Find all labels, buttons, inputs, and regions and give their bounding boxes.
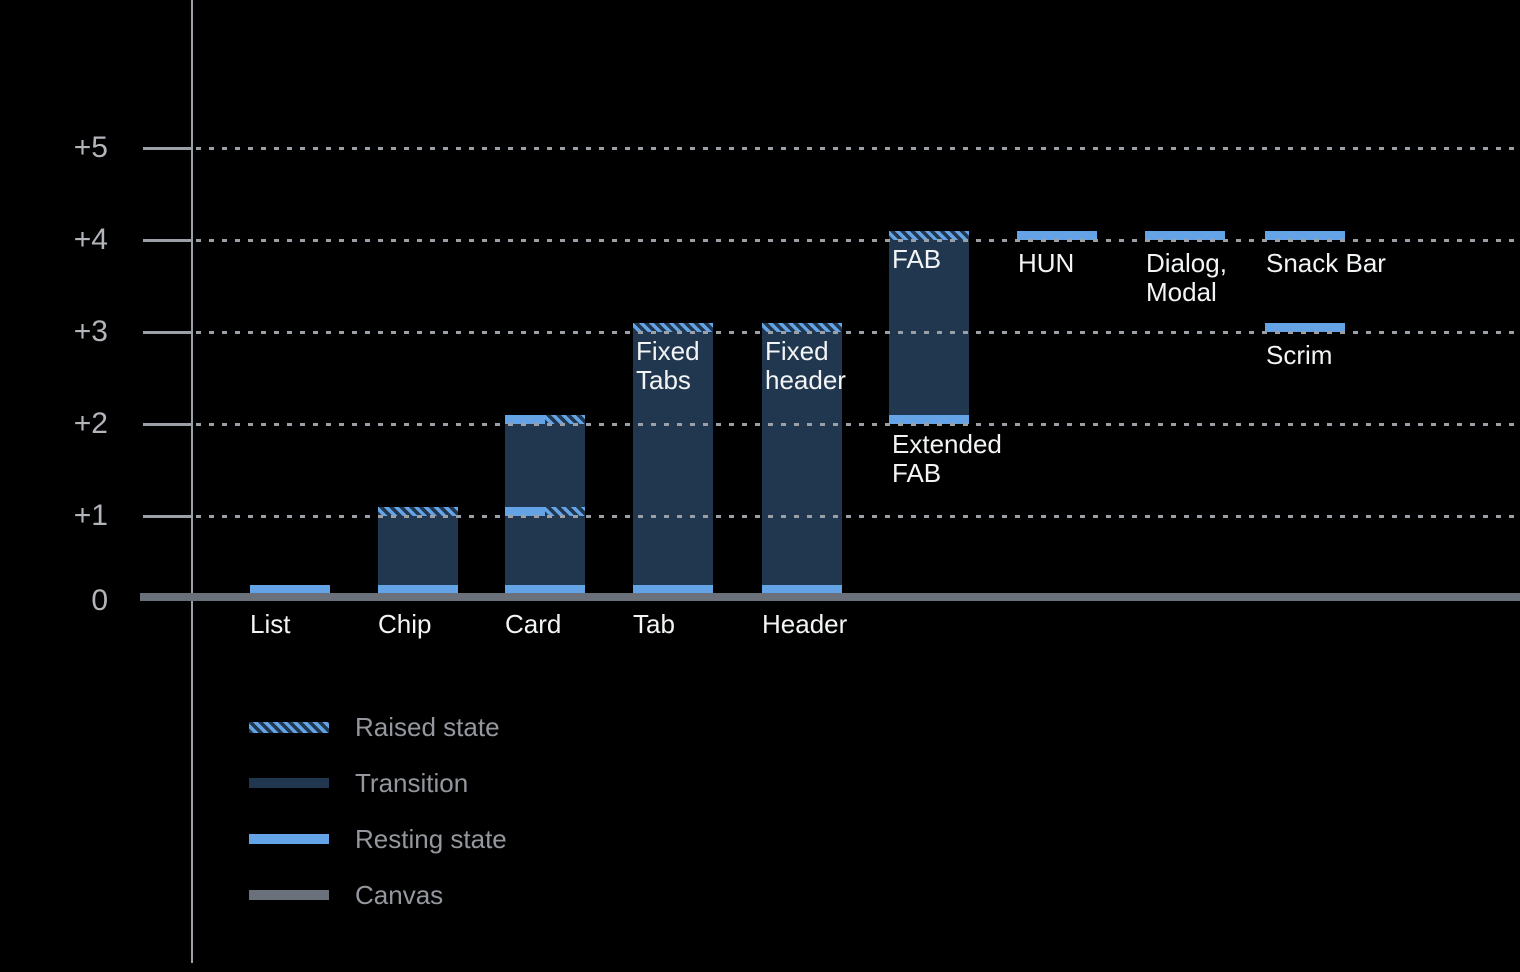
bar-segment-resting [889,414,969,424]
bar-segment-raised [633,322,713,332]
legend-item-canvas: Canvas [249,867,507,923]
gridline-level-4 [196,239,1520,242]
bar-segment-resting [1265,322,1345,332]
bar-segment-resting [762,585,842,593]
bar-segment-transition [762,332,842,586]
bar-segment-resting [505,414,545,424]
legend-item-transition: Transition [249,755,507,811]
bar-segment-transition [633,332,713,586]
gridline-level-1 [196,515,1520,518]
bar-segment-transition [505,424,585,507]
bar-segment-raised [378,506,458,516]
resting-state-swatch-icon [249,834,329,844]
bar-label-axis: Tab [633,609,675,639]
y-tick-label-2: +2 [73,407,108,440]
bar-label-axis: Chip [378,609,432,639]
bar-segment-resting [378,585,458,593]
bar-segment-transition [378,516,458,586]
transition-swatch-icon [249,778,329,788]
y-axis-line [191,0,193,963]
bar-segment-resting [633,585,713,593]
raised-state-swatch-icon [249,721,329,733]
bar-segment-raised [545,414,585,424]
bar-label-below-strip: HUN [1018,248,1075,278]
gridline-level-2 [196,423,1520,426]
bar-segment-resting [505,585,585,593]
y-axis-tick-1 [143,515,192,518]
gridline-level-3 [196,331,1520,334]
legend-item-resting: Resting state [249,811,507,867]
bar-label-below-strip: Snack Bar [1266,248,1386,278]
bar-label-axis: List [250,609,291,639]
legend-item-label: Resting state [355,824,507,854]
legend-item-label: Transition [355,768,469,798]
y-axis-tick-4 [143,239,192,242]
canvas-swatch-icon [249,890,329,900]
bar-label-axis: Header [762,609,848,639]
bar-label-inside-top: FAB [892,244,942,274]
bar-label-inside-top: Fixed Tabs [636,336,700,395]
legend-item-label: Canvas [355,880,444,910]
bar-segment-resting [250,585,330,593]
bar-segment-transition [889,240,969,415]
canvas-baseline [140,593,1520,601]
bar-segment-transition [505,516,585,586]
legend-item-raised: Raised state [249,699,507,755]
bar-label-inside-top: Fixed header [765,336,846,395]
y-axis-tick-5 [143,147,192,150]
bar-segment-resting [1145,230,1225,240]
bar-segment-raised [889,230,969,240]
legend: Raised state Transition Resting state Ca… [249,699,507,923]
y-tick-label-5: +5 [73,131,108,164]
bar-label-below-bar: Extended FAB [892,429,1002,488]
y-axis-tick-2 [143,423,192,426]
y-tick-label-3: +3 [73,315,108,348]
bar-segment-resting [505,506,545,516]
bar-segment-raised [762,322,842,332]
y-axis-tick-3 [143,331,192,334]
y-tick-label-4: +4 [73,223,108,256]
y-tick-label-0: 0 [91,584,108,617]
bar-label-axis: Card [505,609,562,639]
y-tick-label-1: +1 [73,499,108,532]
bar-label-below-strip: Scrim [1266,340,1333,370]
bar-segment-resting [1265,230,1345,240]
bar-segment-resting [1017,230,1097,240]
bar-segment-raised [545,506,585,516]
legend-item-label: Raised state [355,712,500,742]
bar-label-below-strip: Dialog, Modal [1146,248,1227,307]
gridline-level-5 [196,147,1520,150]
